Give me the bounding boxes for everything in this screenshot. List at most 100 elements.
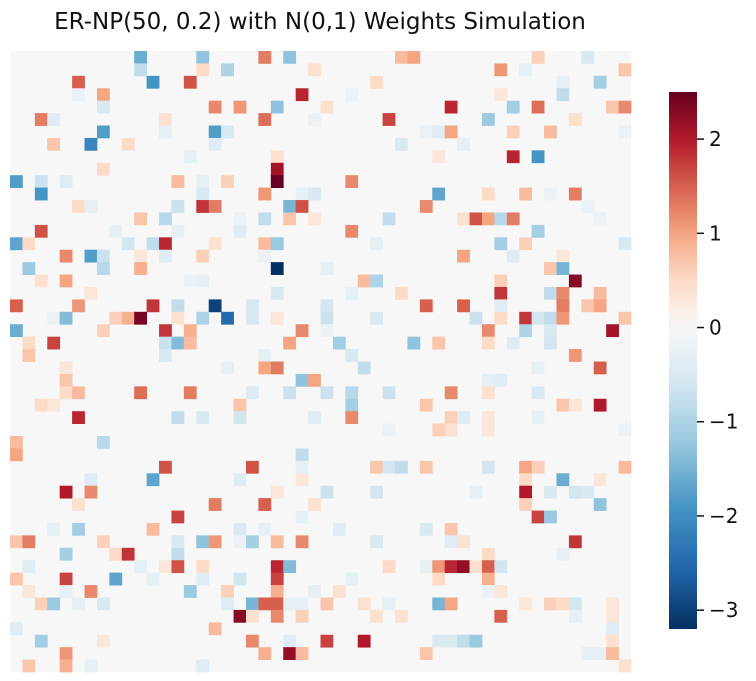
heatmap-cell [556,398,570,412]
heatmap-cell [183,336,197,350]
heatmap-cell [295,597,309,611]
heatmap-cell [469,634,483,648]
heatmap-cell [506,125,520,139]
heatmap-cell [270,262,284,275]
heatmap-cell [593,75,607,89]
heatmap-cell [494,212,508,226]
heatmap-cell [544,485,557,499]
heatmap-cell [568,398,582,412]
heatmap-cell [481,547,495,561]
heatmap-cell [84,659,98,673]
heatmap-cell [506,249,520,263]
heatmap-cell [481,572,495,586]
heatmap-cell [159,460,172,474]
heatmap-cell [134,386,148,400]
heatmap-cell [382,386,396,400]
heatmap-cell [568,535,582,549]
heatmap-cell [10,448,23,462]
heatmap-cell [519,498,533,511]
heatmap-cell [444,100,458,114]
heatmap-cell [494,373,508,387]
heatmap-cell [72,88,85,102]
heatmap-cell [531,510,545,524]
heatmap-cell [506,212,520,226]
heatmap-cell [146,75,160,89]
heatmap-cell [283,634,297,648]
heatmap-cell [233,100,247,114]
heatmap-cell [22,535,36,549]
heatmap-cell [245,597,259,611]
heatmap-cell [444,535,458,549]
heatmap-cell [568,274,582,288]
heatmap-cell [233,522,247,536]
heatmap-cell [171,175,185,189]
heatmap-cell [494,63,508,77]
heatmap-cell [196,560,210,574]
heatmap-cell [47,113,61,126]
heatmap-cell [370,311,383,325]
heatmap-cell [22,349,36,362]
heatmap-cell [432,560,446,574]
heatmap-cell [283,212,297,226]
heatmap-cell [457,411,470,424]
heatmap-cell [196,311,210,325]
heatmap-cell [72,75,85,89]
heatmap-cell [270,286,284,300]
heatmap-cell [606,647,619,660]
heatmap-cell [245,386,259,400]
heatmap-cell [308,212,321,226]
heatmap-cell [233,473,247,487]
heatmap-cell [481,585,495,598]
heatmap-cell [308,411,321,424]
heatmap-cell [10,324,23,338]
heatmap-cell [159,324,172,338]
heatmap-cell [109,224,123,238]
heatmap-cell [233,212,247,226]
heatmap-cell [283,597,297,611]
heatmap-cell [332,336,346,350]
heatmap-cell [258,237,272,251]
heatmap-cell [593,647,607,660]
heatmap-cell [22,585,36,598]
heatmap-cell [568,485,582,499]
heatmap-cell [606,597,619,611]
heatmap-cell [544,311,557,325]
heatmap-cell [432,125,446,139]
heatmap-cell [345,286,359,300]
heatmap-cell [59,647,73,660]
heatmap-cell [481,460,495,474]
heatmap-cell [270,609,284,623]
heatmap-cell [606,622,619,636]
heatmap-cell [270,162,284,176]
heatmap-cell [270,535,284,549]
heatmap-cell [432,336,446,350]
heatmap-cell [96,88,110,102]
colorbar-tick-label: −3 [709,598,738,622]
heatmap-cell [221,585,234,598]
heatmap-cell [345,411,359,424]
heatmap-cell [320,634,334,648]
heatmap-cell [332,585,346,598]
heatmap-cell [357,597,371,611]
heatmap-cell [96,249,110,263]
heatmap-cell [283,647,297,660]
colorbar [669,92,697,629]
heatmap-cell [96,436,110,449]
heatmap-cell [494,274,508,288]
heatmap-cell [171,535,185,549]
heatmap-cell [258,187,272,201]
heatmap-cell [506,100,520,114]
heatmap-cell [270,237,284,251]
heatmap-cell [134,560,148,574]
heatmap-cell [295,473,309,487]
heatmap-cell [519,187,533,201]
heatmap-cell [444,597,458,611]
heatmap-cell [258,113,272,126]
heatmap-cell [308,187,321,201]
heatmap-cell [221,597,234,611]
heatmap-cell [59,386,73,400]
heatmap-cell [183,150,197,164]
heatmap-cell [208,237,222,251]
heatmap-cell [258,361,272,375]
heatmap-cell [544,336,557,350]
